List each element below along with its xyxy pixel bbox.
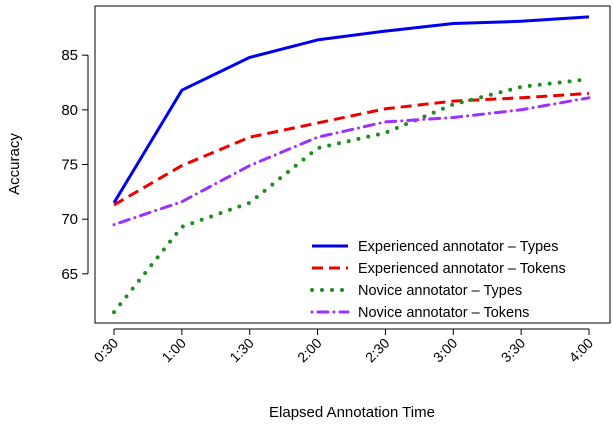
- y-tick-label: 80: [61, 102, 78, 119]
- y-tick-label: 65: [61, 266, 78, 283]
- x-tick-label: 3:00: [430, 335, 461, 366]
- x-tick-label: 2:30: [362, 335, 393, 366]
- series-layer: [112, 15, 591, 315]
- x-tick-label: 2:00: [294, 335, 325, 366]
- series-line-4: [112, 96, 591, 227]
- legend: Experienced annotator – Types Experienced…: [310, 239, 566, 321]
- x-tick-label: 1:30: [226, 335, 257, 366]
- legend-label-4: Novice annotator – Tokens: [358, 305, 529, 321]
- y-tick-label: 70: [61, 211, 78, 228]
- series-line-3: [112, 77, 591, 315]
- x-tick-label: 4:00: [566, 335, 597, 366]
- y-tick-label: 85: [61, 47, 78, 64]
- x-tick-label: 3:30: [498, 335, 529, 366]
- series-line-2: [113, 91, 590, 207]
- y-axis: 65 70 75 80 85: [61, 47, 89, 283]
- x-axis: 0:30 1:00 1:30 2:00 2:30 3:00 3:30 4:00: [91, 328, 597, 366]
- legend-label-3: Novice annotator – Types: [358, 283, 522, 299]
- x-axis-label: Elapsed Annotation Time: [269, 404, 435, 421]
- y-axis-label: Accuracy: [6, 133, 23, 195]
- y-tick-label: 75: [61, 157, 78, 174]
- x-tick-label: 0:30: [91, 335, 122, 366]
- legend-label-1: Experienced annotator – Types: [358, 239, 558, 255]
- plot-frame: [94, 5, 611, 324]
- legend-label-2: Experienced annotator – Tokens: [358, 261, 566, 277]
- x-tick-label: 1:00: [158, 335, 189, 366]
- series-line-1: [112, 15, 590, 204]
